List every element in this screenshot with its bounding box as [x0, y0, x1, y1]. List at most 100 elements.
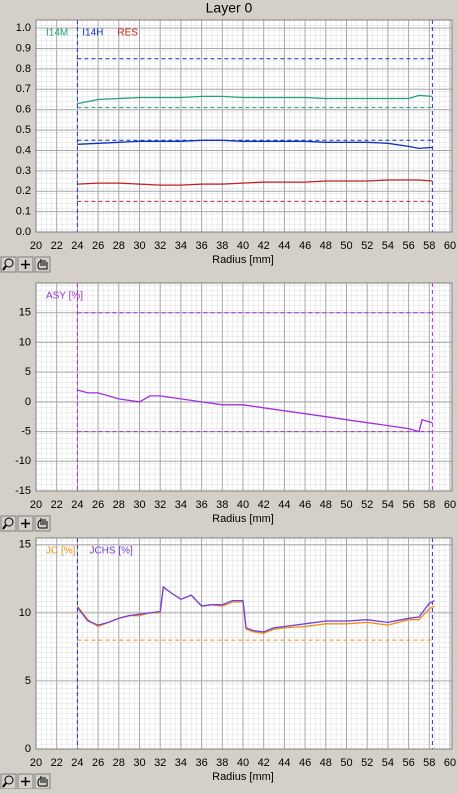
x-axis-title: Radius [mm]: [212, 254, 274, 266]
x-tick-label: 28: [113, 240, 125, 252]
zoom-icon: [4, 517, 14, 527]
x-tick-label: 58: [423, 499, 435, 511]
y-tick-label: -5: [21, 425, 31, 437]
y-tick-label: -15: [15, 485, 31, 497]
legend-entry: JC [%]: [46, 546, 76, 557]
x-tick-label: 20: [30, 499, 42, 511]
plot-border: [35, 19, 453, 233]
x-tick-label: 40: [237, 499, 249, 511]
x-tick-label: 40: [237, 757, 249, 769]
series-line: [77, 94, 433, 105]
zoom-icon: [2, 265, 7, 271]
x-tick-label: 60: [444, 240, 456, 252]
x-tick-label: 20: [30, 757, 42, 769]
legend-entry: I14M: [46, 28, 68, 39]
add-icon: [21, 777, 30, 786]
y-tick-label: 15: [19, 307, 31, 319]
x-tick-label: 32: [154, 499, 166, 511]
x-tick-label: 52: [361, 499, 373, 511]
x-tick-label: 56: [402, 240, 414, 252]
x-tick-label: 40: [237, 240, 249, 252]
x-tick-label: 28: [113, 499, 125, 511]
x-tick-label: 22: [51, 240, 63, 252]
series-line: [77, 139, 433, 150]
x-tick-label: 30: [133, 499, 145, 511]
y-tick-label: 0.9: [16, 42, 31, 54]
x-axis-title: Radius [mm]: [212, 513, 274, 525]
x-tick-label: 32: [154, 240, 166, 252]
x-tick-label: 44: [278, 757, 290, 769]
y-tick-label: 0.5: [16, 124, 31, 136]
x-tick-label: 60: [444, 757, 456, 769]
x-tick-label: 22: [51, 499, 63, 511]
x-tick-label: 38: [216, 499, 228, 511]
x-axis-title: Radius [mm]: [212, 771, 274, 783]
x-tick-label: 52: [361, 240, 373, 252]
y-tick-label: 5: [25, 675, 31, 687]
x-tick-label: 38: [216, 757, 228, 769]
y-tick-label: 0.4: [16, 144, 31, 156]
zoom-icon: [4, 258, 14, 268]
x-tick-label: 34: [175, 757, 187, 769]
x-tick-label: 30: [133, 757, 145, 769]
x-tick-label: 44: [278, 499, 290, 511]
minor-grid: [36, 538, 452, 749]
add-icon: [21, 260, 30, 269]
zoom-icon: [2, 524, 7, 530]
legend-entry: RES: [117, 28, 138, 39]
y-tick-label: 0.6: [16, 104, 31, 116]
series-line: [77, 389, 433, 433]
y-tick-label: 1.0: [16, 22, 31, 34]
x-tick-label: 58: [423, 240, 435, 252]
x-tick-label: 42: [258, 499, 270, 511]
y-tick-label: 0.1: [16, 206, 31, 218]
y-tick-label: 0.7: [16, 83, 31, 95]
x-tick-label: 36: [195, 757, 207, 769]
x-tick-label: 48: [320, 240, 332, 252]
x-tick-label: 46: [299, 757, 311, 769]
y-tick-label: -10: [15, 455, 31, 467]
x-tick-label: 44: [278, 240, 290, 252]
y-tick-label: 0.2: [16, 185, 31, 197]
legend-entry: JCHS [%]: [89, 546, 133, 557]
zoom-icon: [2, 782, 7, 788]
x-tick-label: 20: [30, 240, 42, 252]
series-line: [77, 179, 433, 186]
x-tick-label: 42: [258, 757, 270, 769]
minor-grid: [36, 20, 452, 232]
x-tick-label: 54: [382, 499, 394, 511]
y-tick-label: 5: [25, 366, 31, 378]
pan-icon: [37, 518, 48, 529]
y-tick-label: 0: [25, 396, 31, 408]
y-tick-label: 10: [19, 336, 31, 348]
y-tick-label: 10: [19, 607, 31, 619]
x-tick-label: 54: [382, 757, 394, 769]
x-tick-label: 46: [299, 240, 311, 252]
x-tick-label: 34: [175, 240, 187, 252]
x-tick-label: 36: [195, 499, 207, 511]
legend-entry: I14H: [82, 28, 103, 39]
plot-border: [35, 537, 453, 750]
page-title: Layer 0: [206, 0, 253, 16]
x-tick-label: 26: [92, 240, 104, 252]
x-tick-label: 24: [71, 757, 83, 769]
legend-entry: ASY [%]: [46, 291, 83, 302]
x-tick-label: 46: [299, 499, 311, 511]
minor-grid: [36, 283, 452, 491]
y-tick-label: 15: [19, 539, 31, 551]
pan-icon: [37, 776, 48, 787]
x-tick-label: 32: [154, 757, 166, 769]
x-tick-label: 48: [320, 757, 332, 769]
x-tick-label: 50: [340, 499, 352, 511]
y-tick-label: 0.3: [16, 165, 31, 177]
zoom-icon: [4, 775, 14, 785]
pan-icon: [37, 259, 48, 270]
x-tick-label: 30: [133, 240, 145, 252]
x-tick-label: 54: [382, 240, 394, 252]
y-tick-label: 0.0: [16, 226, 31, 238]
x-tick-label: 48: [320, 499, 332, 511]
x-tick-label: 24: [71, 240, 83, 252]
x-tick-label: 58: [423, 757, 435, 769]
x-tick-label: 60: [444, 499, 456, 511]
add-icon: [21, 519, 30, 528]
